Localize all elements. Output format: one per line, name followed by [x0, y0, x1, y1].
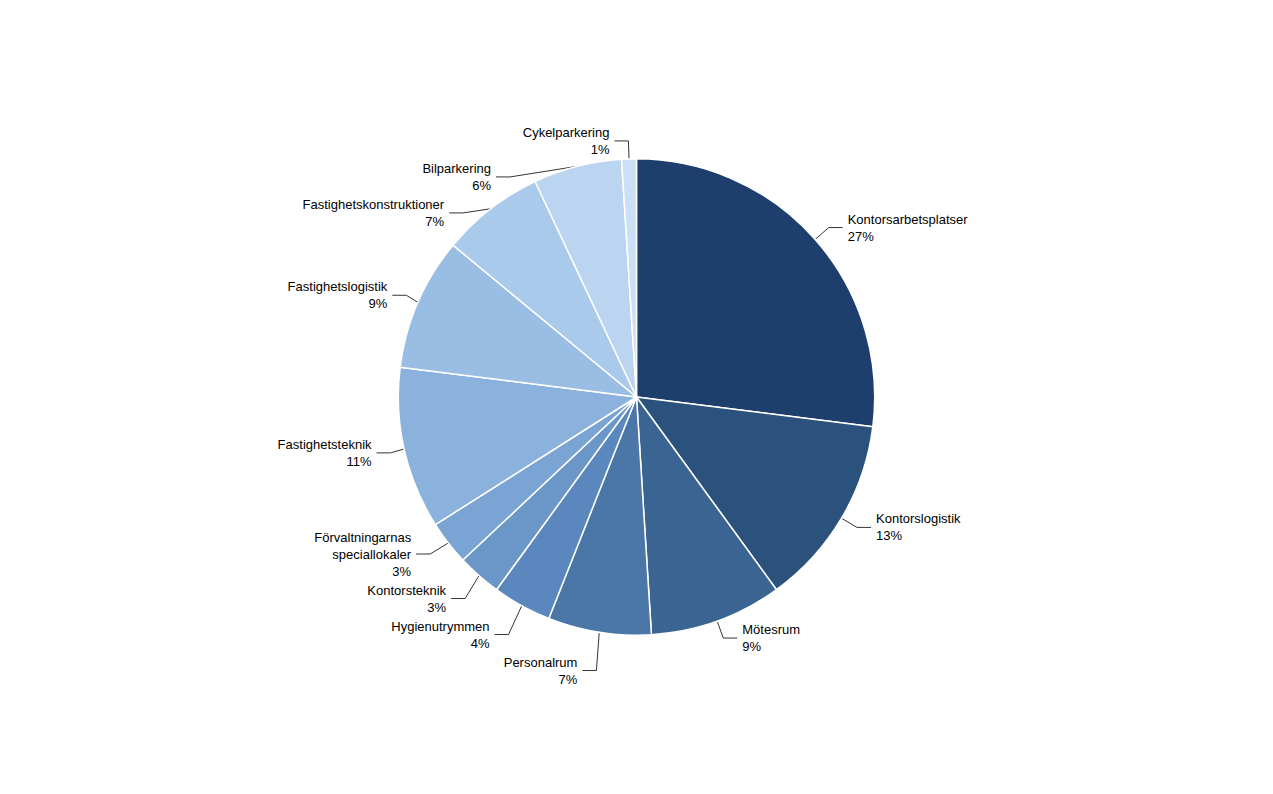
svg-text:9%: 9% — [742, 639, 761, 654]
svg-text:Mötesrum: Mötesrum — [742, 622, 800, 637]
svg-text:9%: 9% — [369, 296, 388, 311]
svg-text:4%: 4% — [471, 636, 490, 651]
svg-text:Bilparkering: Bilparkering — [422, 161, 491, 176]
svg-text:Fastighetslogistik: Fastighetslogistik — [288, 279, 388, 294]
svg-text:Hygienutrymmen: Hygienutrymmen — [391, 619, 489, 634]
svg-text:6%: 6% — [472, 178, 491, 193]
svg-text:3%: 3% — [427, 600, 446, 615]
svg-text:Kontorslogistik: Kontorslogistik — [876, 511, 961, 526]
svg-text:Kontorsarbetsplatser: Kontorsarbetsplatser — [848, 212, 969, 227]
svg-text:7%: 7% — [425, 214, 444, 229]
svg-text:3%: 3% — [392, 564, 411, 579]
svg-text:Cykelparkering: Cykelparkering — [523, 125, 610, 140]
svg-text:Personalrum: Personalrum — [504, 655, 578, 670]
svg-text:7%: 7% — [559, 672, 578, 687]
svg-text:11%: 11% — [346, 454, 371, 469]
svg-text:Förvaltningarnas: Förvaltningarnas — [314, 530, 411, 545]
svg-text:27%: 27% — [848, 229, 874, 244]
svg-text:1%: 1% — [591, 142, 610, 157]
svg-text:13%: 13% — [876, 528, 902, 543]
svg-text:speciallokaler: speciallokaler — [332, 547, 411, 562]
svg-text:Kontorsteknik: Kontorsteknik — [367, 583, 446, 598]
svg-text:Fastighetskonstruktioner: Fastighetskonstruktioner — [303, 197, 445, 212]
svg-text:Fastighetsteknik: Fastighetsteknik — [278, 437, 372, 452]
